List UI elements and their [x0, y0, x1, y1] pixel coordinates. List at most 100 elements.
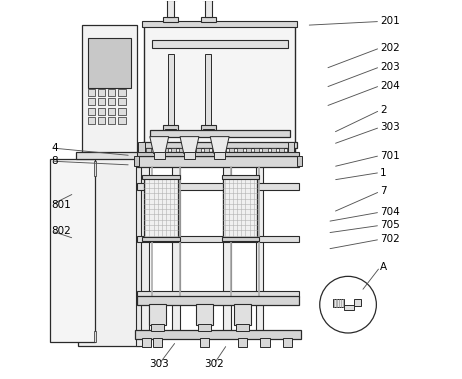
Bar [87, 99, 95, 105]
Text: 203: 203 [380, 62, 400, 72]
Bar [188, 148, 193, 155]
Bar [297, 156, 302, 166]
Bar [97, 108, 105, 115]
Bar [118, 89, 126, 96]
Bar [283, 338, 292, 347]
Bar [152, 39, 288, 48]
Bar [78, 153, 140, 346]
Bar [224, 178, 257, 237]
Bar [287, 148, 292, 155]
Bar [50, 159, 95, 343]
Text: 701: 701 [380, 150, 400, 161]
Text: 202: 202 [380, 43, 400, 53]
Bar [141, 165, 149, 337]
Bar [118, 99, 126, 105]
Bar [203, 130, 214, 135]
Bar [142, 237, 180, 241]
Bar [142, 22, 297, 27]
Text: 302: 302 [204, 359, 224, 369]
Bar [168, 53, 174, 129]
Bar [97, 99, 105, 105]
Text: 201: 201 [380, 16, 400, 27]
Bar [254, 148, 259, 155]
Bar [163, 148, 168, 155]
Text: 704: 704 [380, 207, 400, 217]
Bar [172, 165, 180, 337]
Bar [255, 165, 263, 337]
Bar [108, 108, 116, 115]
Bar [201, 125, 216, 131]
Text: 801: 801 [52, 200, 72, 210]
Bar [200, 338, 209, 347]
Bar [151, 324, 164, 331]
Bar [165, 130, 176, 135]
Text: 4: 4 [52, 143, 58, 153]
Bar [261, 338, 269, 347]
Text: 303: 303 [380, 122, 400, 132]
Bar [222, 175, 259, 179]
Bar [108, 89, 116, 96]
Bar [221, 148, 226, 155]
Polygon shape [210, 137, 229, 153]
Bar [139, 142, 145, 152]
Bar [97, 117, 105, 124]
Bar [142, 175, 180, 179]
Bar [150, 130, 290, 137]
Bar [224, 165, 231, 337]
Text: 8: 8 [52, 156, 58, 166]
Bar [222, 237, 259, 241]
Text: 204: 204 [380, 81, 400, 91]
Bar [279, 148, 284, 155]
Bar [154, 148, 160, 155]
Bar [87, 108, 95, 115]
Bar [146, 148, 152, 155]
Bar [134, 156, 139, 166]
Bar [87, 89, 95, 96]
Bar [137, 155, 299, 167]
Bar [205, 53, 211, 129]
Bar [108, 99, 116, 105]
Bar [237, 148, 243, 155]
Bar [198, 324, 211, 331]
Bar [179, 148, 184, 155]
Bar [144, 178, 178, 237]
Bar [153, 338, 162, 347]
Bar [246, 148, 251, 155]
Bar [236, 324, 249, 331]
Text: 705: 705 [380, 220, 400, 230]
Bar [87, 117, 95, 124]
Bar [163, 125, 178, 131]
Bar [137, 296, 299, 305]
Bar [234, 304, 251, 326]
Bar [118, 108, 126, 115]
Bar [149, 304, 166, 326]
Bar [137, 236, 299, 242]
Bar [163, 17, 178, 22]
Bar [238, 338, 247, 347]
Bar [136, 153, 145, 346]
Bar [288, 142, 294, 152]
Bar [137, 152, 299, 155]
Bar [118, 117, 126, 124]
Text: 7: 7 [380, 186, 387, 196]
Bar [213, 148, 218, 155]
Bar [171, 148, 176, 155]
Bar [82, 25, 137, 153]
Bar [201, 17, 216, 22]
Bar [141, 338, 151, 347]
Bar [354, 299, 360, 306]
Bar [142, 142, 297, 148]
Bar [271, 148, 276, 155]
Bar [135, 330, 301, 339]
Text: 2: 2 [380, 105, 387, 115]
Text: 802: 802 [52, 226, 72, 236]
Bar [196, 304, 213, 326]
Bar [94, 161, 96, 176]
Bar [333, 299, 344, 307]
Text: 303: 303 [149, 359, 169, 369]
Bar [97, 89, 105, 96]
Bar [137, 291, 299, 297]
Text: A: A [380, 262, 387, 272]
Bar [167, 0, 174, 17]
Polygon shape [180, 137, 199, 153]
